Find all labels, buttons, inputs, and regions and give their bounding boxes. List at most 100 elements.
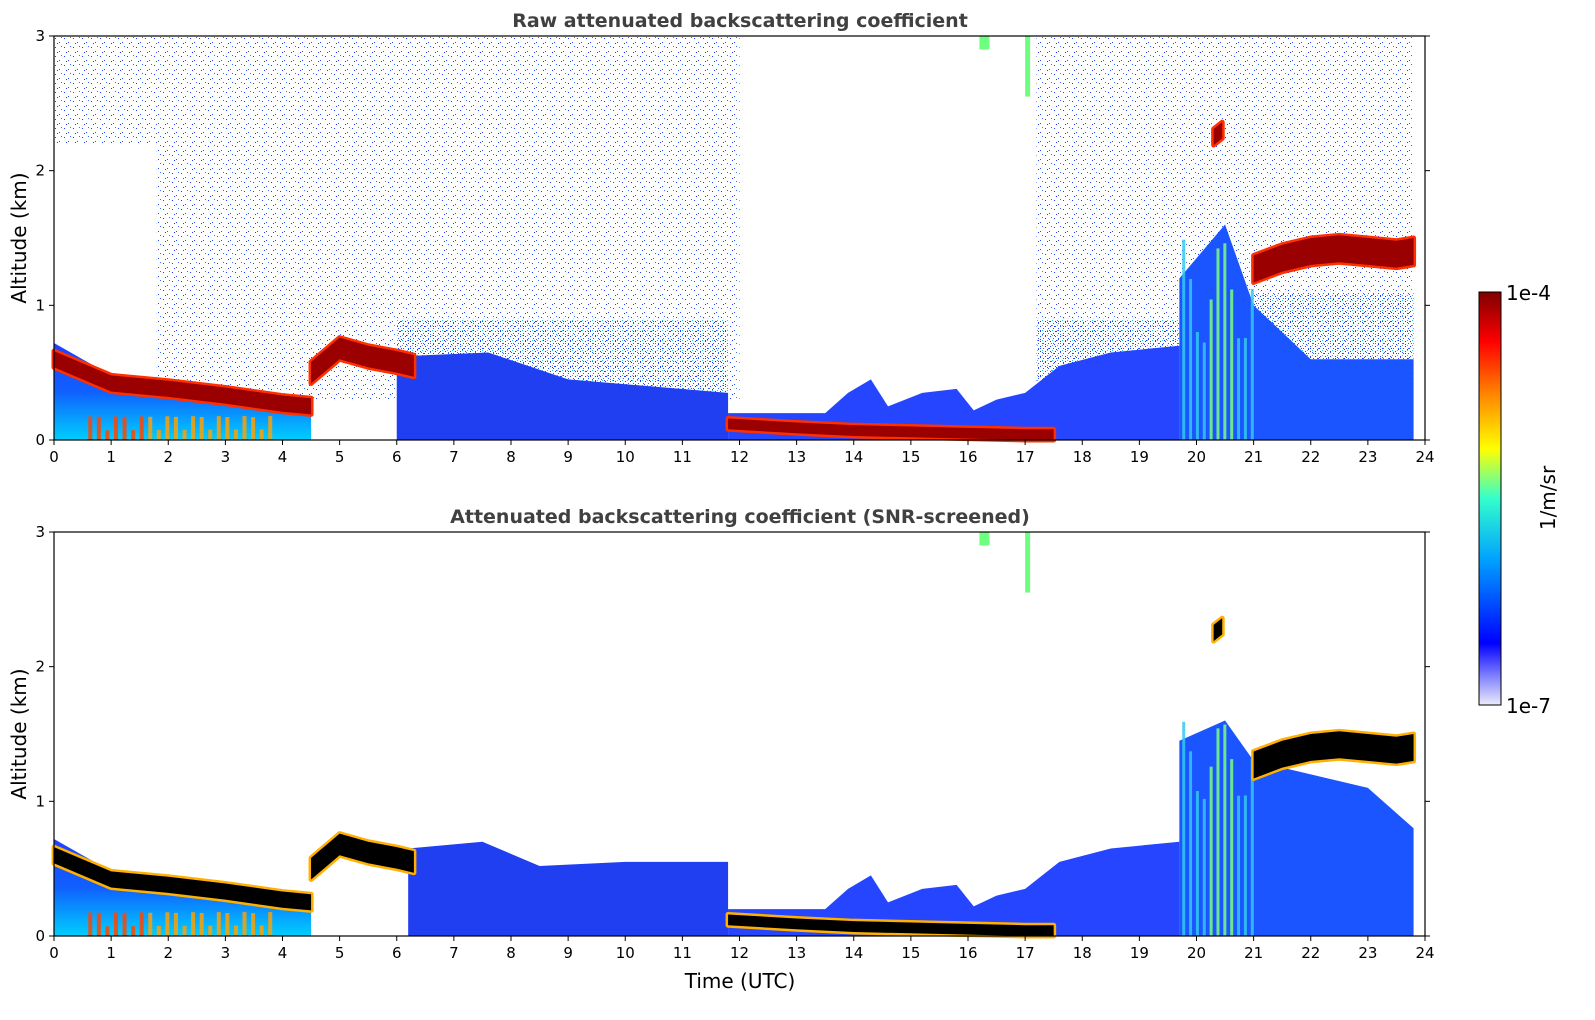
surface-aerosol [191,416,196,440]
panel2-x-ticks: 0 1 2 3 4 5 6 7 8 9 10 11 12 13 14 15 16 17 18 19 20 21 22 23 24 [49,936,1435,962]
precip-streak [1209,299,1213,440]
y-tick-label: 3 [35,523,45,541]
precip-streak [1195,790,1199,936]
x-tick-label: 4 [278,448,288,466]
precip-streak [1182,721,1186,936]
x-tick-label: 8 [506,448,516,466]
surface-aerosol [216,416,221,440]
x-tick-label: 0 [49,944,59,962]
y-tick-label: 3 [35,27,45,45]
surface-aerosol [182,925,187,936]
x-tick-label: 12 [730,944,749,962]
precip-streak [1195,331,1199,440]
upper-plume [979,532,990,546]
y-tick-label: 1 [35,296,45,314]
surface-aerosol [251,417,256,440]
surface-aerosol [259,925,264,936]
x-tick-label: 23 [1358,448,1377,466]
x-tick-label: 7 [449,448,459,466]
x-tick-label: 2 [163,448,173,466]
surface-aerosol [233,429,238,440]
precip-streak [1237,338,1241,440]
backscatter-layer [1253,235,1414,283]
colorbar-min-label: 1e-7 [1506,694,1551,718]
precip-streak [1189,279,1193,440]
surface-aerosol [225,913,230,936]
surface-aerosol [156,430,161,440]
x-tick-label: 18 [1073,944,1092,962]
surface-aerosol [96,912,101,936]
precip-streak [1189,751,1193,936]
surface-aerosol [208,925,213,936]
panel2-title: Attenuated backscattering coefficient (S… [450,506,1030,528]
snr-screened-panel: Attenuated backscattering coefficient (S… [7,506,1435,993]
upper-plume [979,36,990,50]
surface-aerosol [268,912,273,936]
panel2-heatmap [51,532,1417,939]
surface-aerosol [88,912,93,936]
surface-aerosol [165,416,170,440]
surface-aerosol [242,912,247,936]
surface-aerosol [173,912,178,936]
surface-aerosol [131,926,136,936]
x-tick-label: 2 [163,944,173,962]
x-tick-label: 17 [1016,944,1035,962]
surface-aerosol [268,416,273,440]
surface-aerosol [182,429,187,440]
aerosol-layer [728,345,1180,440]
x-tick-label: 11 [673,944,692,962]
colorbar-unit-label: 1/m/sr [1536,465,1560,530]
panel1-heatmap [51,36,1417,443]
y-tick-label: 2 [35,162,45,180]
panel2-y-ticks: 0 1 2 3 [35,523,1430,945]
x-tick-label: 14 [844,448,863,466]
x-tick-label: 19 [1130,448,1149,466]
x-tick-label: 20 [1187,944,1206,962]
x-tick-label: 0 [49,448,59,466]
surface-aerosol [148,912,153,936]
surface-aerosol [88,416,93,440]
colorbar-gradient [1478,291,1502,706]
noise-region [54,36,157,144]
surface-aerosol [122,912,127,936]
precip-streak [1230,759,1234,936]
backscatter-layer [311,833,414,880]
x-tick-label: 24 [1415,944,1434,962]
x-tick-label: 24 [1415,448,1434,466]
surface-aerosol [105,926,110,936]
backscatter-layer [728,914,1054,936]
aerosol-layer [728,841,1180,936]
x-tick-label: 6 [392,448,402,466]
surface-aerosol [148,416,153,440]
panel2-y-axis-label: Altitude (km) [7,668,31,799]
x-tick-label: 16 [958,448,977,466]
x-tick-label: 15 [901,944,920,962]
x-tick-label: 13 [787,448,806,466]
surface-aerosol [233,925,238,936]
surface-aerosol [113,416,118,440]
y-tick-label: 0 [35,431,45,449]
backscatter-layer [1213,618,1223,642]
surface-aerosol [105,430,110,440]
aerosol-layer [396,352,729,440]
surface-aerosol [122,416,127,440]
precip-streak [1250,758,1254,936]
surface-aerosol [173,416,178,440]
surface-aerosol [156,926,161,936]
y-tick-label: 2 [35,658,45,676]
precip-streak [1250,288,1254,440]
upper-plume [1025,36,1031,97]
precip-streak [1237,795,1241,936]
x-tick-label: 4 [278,944,288,962]
surface-aerosol [139,912,144,936]
surface-aerosol [165,912,170,936]
x-tick-label: 12 [730,448,749,466]
surface-aerosol [259,429,264,440]
precip-streak [1216,728,1220,936]
backscatter-layer [311,337,414,384]
backscatter-layer [54,847,312,911]
x-tick-label: 23 [1358,944,1377,962]
x-tick-label: 8 [506,944,516,962]
x-tick-label: 21 [1244,944,1263,962]
